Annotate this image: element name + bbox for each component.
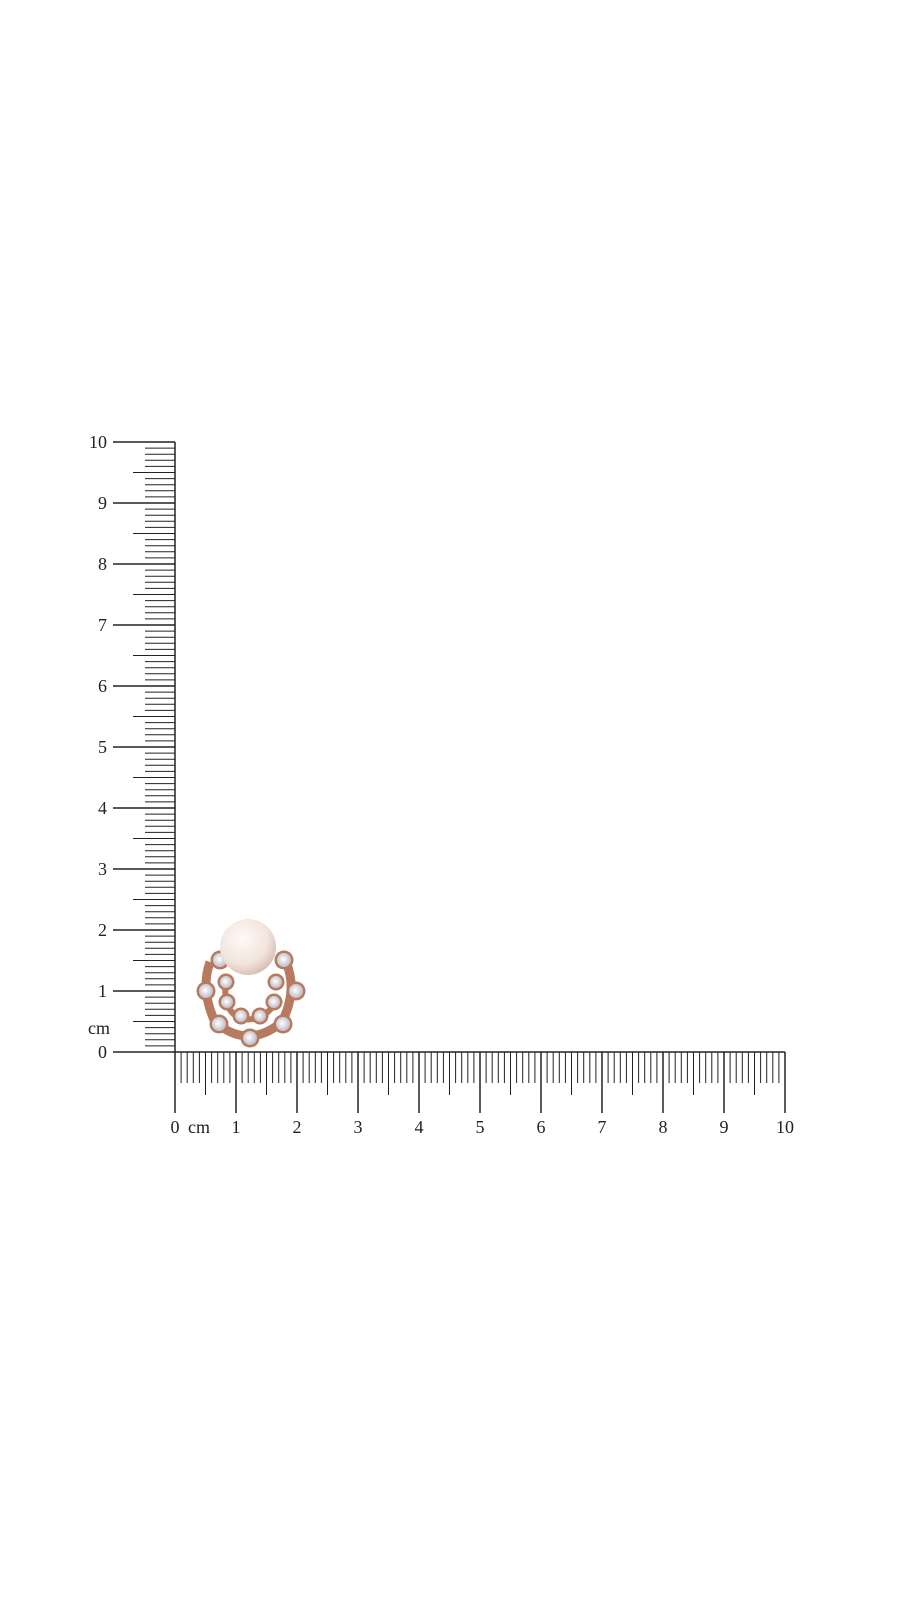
vertical-tick-label: 5 [98,737,107,757]
vertical-tick-label: 10 [89,432,107,452]
diamond-stone [220,976,232,988]
diamond-stone [221,996,233,1008]
diamond-stone [276,1017,290,1031]
vertical-tick-label: 1 [98,981,107,1001]
vertical-unit-label: cm [88,1018,110,1038]
diamond-stone [289,984,303,998]
horizontal-tick-label: 3 [354,1117,363,1137]
pearl-earring-image [196,919,306,1048]
vertical-tick-label: 4 [98,798,107,818]
horizontal-tick-label: 6 [537,1117,546,1137]
diamond-stone [212,1017,226,1031]
diamond-stone [254,1010,266,1022]
horizontal-ruler: 0 1 2 3 4 5 6 7 8 9 10 [171,1051,794,1137]
horizontal-tick-label: 5 [476,1117,485,1137]
horizontal-tick-label: 1 [232,1117,241,1137]
horizontal-tick-label: 0 [171,1117,180,1137]
diamond-stone [268,996,280,1008]
horizontal-tick-label: 7 [598,1117,607,1137]
pearl [220,919,276,975]
diamond-stone [235,1010,247,1022]
vertical-tick-label: 3 [98,859,107,879]
vertical-tick-label: 6 [98,676,107,696]
diamond-stone [199,984,213,998]
horizontal-unit-label: cm [188,1117,210,1137]
horizontal-tick-label: 4 [415,1117,424,1137]
vertical-tick-label: 7 [98,615,107,635]
vertical-tick-label: 2 [98,920,107,940]
vertical-tick-label: 9 [98,493,107,513]
vertical-ruler: 0 1 2 3 4 5 6 7 8 9 10 [89,432,176,1062]
horizontal-tick-label: 9 [720,1117,729,1137]
diamond-stone [277,953,291,967]
diamond-stone [243,1031,257,1045]
vertical-tick-label: 0 [98,1042,107,1062]
vertical-tick-label: 8 [98,554,107,574]
horizontal-tick-label: 8 [659,1117,668,1137]
horizontal-tick-label: 10 [776,1117,794,1137]
diamond-stone [270,976,282,988]
horizontal-tick-label: 2 [293,1117,302,1137]
